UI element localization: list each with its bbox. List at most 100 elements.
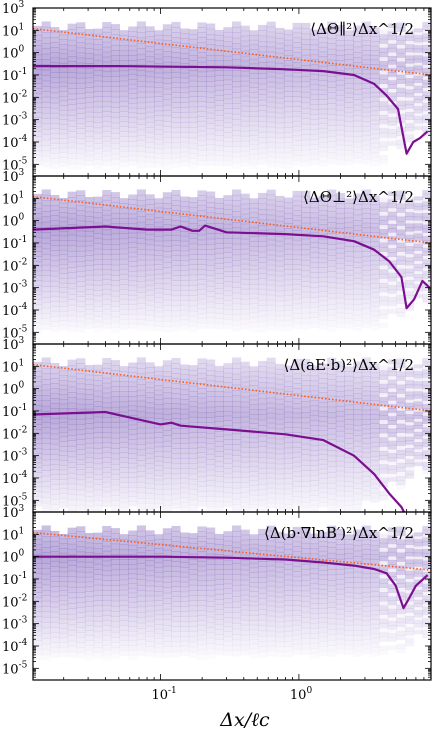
density-cell bbox=[145, 36, 155, 42]
density-cell bbox=[309, 390, 320, 397]
density-cell bbox=[154, 475, 164, 481]
density-cell bbox=[145, 382, 155, 389]
median-line bbox=[33, 410, 406, 512]
density-cell bbox=[344, 385, 354, 391]
density-cell bbox=[119, 223, 129, 230]
density-cell bbox=[214, 386, 224, 392]
density-cell bbox=[33, 395, 43, 401]
density-cell bbox=[50, 632, 60, 638]
density-cell bbox=[102, 31, 112, 38]
density-cell bbox=[197, 466, 207, 473]
density-cell bbox=[327, 293, 337, 300]
density-cell bbox=[422, 274, 431, 280]
density-cell bbox=[41, 248, 51, 255]
density-cell bbox=[275, 142, 285, 149]
density-cell bbox=[76, 551, 86, 558]
density-cell bbox=[76, 484, 86, 491]
density-cell bbox=[344, 111, 354, 118]
density-cell bbox=[396, 135, 406, 141]
density-cell bbox=[50, 77, 60, 84]
density-cell bbox=[223, 396, 233, 402]
density-cell bbox=[180, 399, 190, 405]
density-cell bbox=[422, 193, 431, 199]
density-cell bbox=[422, 286, 431, 291]
density-cell bbox=[33, 256, 43, 262]
density-cell bbox=[58, 235, 69, 241]
density-cell bbox=[93, 238, 103, 245]
density-cell bbox=[102, 219, 112, 226]
density-cell bbox=[379, 264, 389, 270]
density-cell bbox=[301, 238, 311, 245]
density-cell bbox=[154, 292, 164, 299]
density-cell bbox=[33, 30, 43, 36]
density-cell bbox=[136, 379, 146, 385]
density-cell bbox=[171, 438, 181, 444]
density-cell bbox=[197, 407, 207, 414]
density-cell bbox=[422, 384, 431, 390]
density-cell bbox=[283, 427, 294, 433]
density-cell bbox=[119, 218, 129, 224]
density-cell bbox=[309, 79, 320, 86]
density-cell bbox=[128, 304, 138, 310]
density-cell bbox=[413, 48, 423, 53]
density-cell bbox=[301, 76, 311, 82]
density-cell bbox=[370, 460, 380, 466]
density-cell bbox=[283, 416, 294, 423]
density-cell bbox=[387, 195, 397, 201]
density-cell bbox=[128, 266, 138, 272]
density-cell bbox=[240, 376, 250, 383]
density-cell bbox=[387, 436, 397, 442]
density-cell bbox=[76, 526, 86, 532]
density-cell bbox=[344, 116, 354, 123]
density-cell bbox=[318, 195, 328, 202]
density-cell bbox=[396, 113, 406, 119]
density-cell bbox=[344, 241, 354, 247]
density-cell bbox=[58, 599, 69, 606]
density-cell bbox=[232, 509, 242, 512]
density-cell bbox=[67, 560, 77, 566]
density-cell bbox=[145, 362, 155, 368]
density-histogram bbox=[33, 21, 431, 169]
density-cell bbox=[58, 389, 69, 395]
density-cell bbox=[93, 510, 103, 512]
density-cell bbox=[84, 606, 95, 612]
density-cell bbox=[249, 58, 259, 65]
density-cell bbox=[102, 372, 112, 379]
density-cell bbox=[309, 297, 320, 304]
density-cell bbox=[110, 133, 121, 139]
density-cell bbox=[422, 458, 431, 463]
density-cell bbox=[76, 158, 86, 165]
density-cell bbox=[361, 322, 371, 328]
density-cell bbox=[275, 152, 285, 159]
density-cell bbox=[249, 125, 259, 131]
density-cell bbox=[309, 104, 320, 111]
density-cell bbox=[379, 437, 389, 443]
density-cell bbox=[370, 250, 380, 256]
density-cell bbox=[41, 373, 51, 380]
density-cell bbox=[84, 428, 95, 434]
density-cell bbox=[128, 88, 138, 94]
density-cell bbox=[266, 502, 276, 509]
density-cell bbox=[361, 21, 371, 27]
density-cell bbox=[162, 619, 172, 626]
density-cell bbox=[309, 74, 320, 81]
density-cell bbox=[188, 197, 198, 203]
density-cell bbox=[214, 90, 224, 96]
density-cell bbox=[180, 161, 190, 168]
density-cell bbox=[327, 461, 337, 468]
density-cell bbox=[413, 119, 423, 124]
density-cell bbox=[223, 209, 233, 215]
density-cell bbox=[136, 140, 146, 147]
density-cell bbox=[180, 117, 190, 123]
density-cell bbox=[84, 231, 95, 237]
density-cell bbox=[214, 197, 224, 204]
density-cell bbox=[266, 51, 276, 58]
density-cell bbox=[58, 618, 69, 625]
density-cell bbox=[249, 394, 259, 401]
density-cell bbox=[353, 204, 363, 210]
density-cell bbox=[275, 82, 285, 89]
density-cell bbox=[232, 487, 242, 494]
density-cell bbox=[335, 149, 345, 156]
density-cell bbox=[318, 430, 328, 436]
density-cell bbox=[171, 157, 181, 164]
